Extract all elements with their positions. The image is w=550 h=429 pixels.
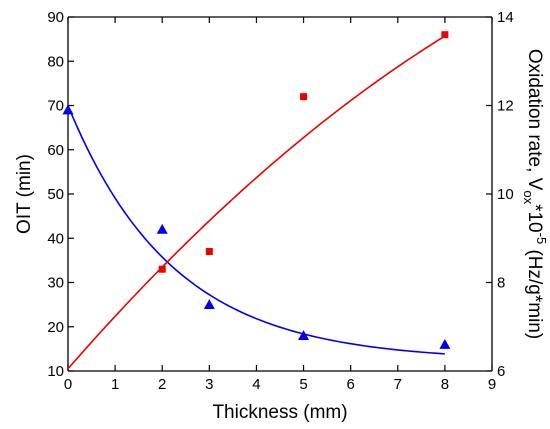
x-tick-label: 2 (158, 376, 166, 393)
y-left-tick-label: 30 (47, 275, 64, 292)
y-left-ticks: 10 20 30 40 50 60 70 80 90 (47, 9, 74, 380)
y-right-title-superscript: -5 (534, 233, 549, 245)
y-left-tick-label: 60 (47, 142, 64, 159)
oxidation-rate-fit-curve (67, 35, 446, 370)
x-tick-label: 8 (441, 376, 449, 393)
triangle-marker (156, 223, 168, 234)
square-marker (205, 248, 213, 256)
y-left-tick-label: 40 (47, 230, 64, 247)
data-points (62, 31, 451, 349)
fit-curves (67, 35, 446, 370)
y-right-title-subscript: ox (521, 190, 536, 204)
y-left-tick-label: 20 (47, 319, 64, 336)
x-tick-label: 3 (205, 376, 213, 393)
y-right-title-part-3: (Hz/g*min) (524, 244, 545, 339)
y-right-tick-label: 6 (497, 363, 505, 380)
y-right-title-part-2: *10 (524, 204, 545, 233)
x-tick-label: 7 (394, 376, 402, 393)
square-marker (158, 265, 166, 273)
triangle-marker (298, 330, 310, 340)
x-tick-label: 5 (299, 376, 307, 393)
y-left-tick-label: 50 (47, 186, 64, 203)
y-left-axis-title: OIT (min) (14, 154, 35, 234)
square-marker (300, 93, 308, 101)
x-tick-label: 9 (488, 376, 496, 393)
x-ticks: 0 1 2 3 4 5 6 7 8 9 (64, 17, 496, 393)
y-right-tick-label: 10 (497, 186, 514, 203)
square-marker (441, 31, 449, 39)
y-right-title-part-1: Oxidation rate, V (524, 49, 545, 191)
y-right-axis-title: Oxidation rate, Vox*10-5 (Hz/g*min) (521, 49, 549, 339)
plot-frame (67, 16, 493, 372)
y-right-tick-label: 12 (497, 98, 514, 115)
oit-fit-curve (67, 105, 445, 355)
y-right-tick-label: 14 (497, 9, 514, 26)
x-tick-label: 1 (111, 376, 119, 393)
y-right-tick-label: 8 (497, 275, 505, 292)
y-left-tick-label: 80 (47, 53, 64, 70)
y-left-tick-label: 10 (47, 363, 64, 380)
x-tick-label: 4 (252, 376, 260, 393)
x-axis-title: Thickness (mm) (212, 402, 347, 423)
triangle-marker (62, 104, 74, 115)
x-tick-label: 0 (64, 376, 72, 393)
y-left-tick-label: 90 (47, 9, 64, 26)
y-right-ticks: 6 8 10 12 14 (486, 9, 514, 380)
triangle-marker (203, 299, 215, 310)
x-tick-label: 6 (346, 376, 354, 393)
triangle-marker (439, 338, 451, 349)
y-left-tick-label: 70 (47, 98, 64, 115)
